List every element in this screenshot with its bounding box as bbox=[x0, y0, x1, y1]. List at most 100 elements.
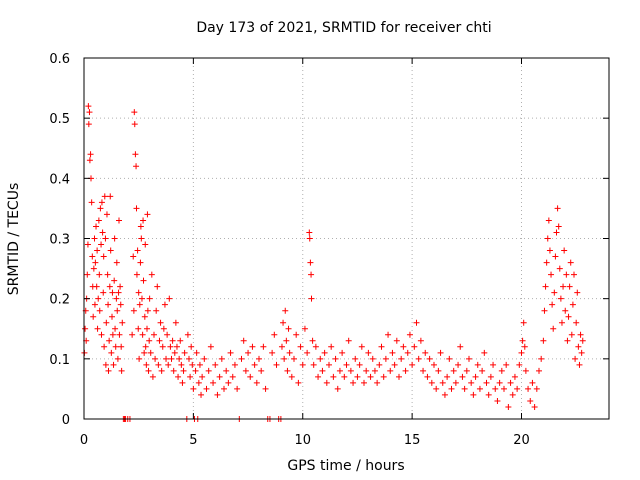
data-point bbox=[130, 253, 137, 260]
data-point bbox=[106, 283, 113, 290]
data-point bbox=[98, 199, 105, 206]
data-point bbox=[516, 361, 523, 368]
data-point bbox=[350, 379, 357, 386]
data-point bbox=[171, 349, 178, 356]
data-point bbox=[140, 217, 147, 224]
data-points bbox=[81, 103, 586, 422]
data-point bbox=[96, 307, 103, 314]
data-point bbox=[543, 259, 550, 266]
data-point bbox=[109, 289, 116, 296]
data-point bbox=[108, 349, 115, 356]
data-point bbox=[227, 349, 234, 356]
data-point bbox=[198, 391, 205, 398]
data-point bbox=[112, 343, 119, 350]
data-point bbox=[137, 259, 144, 266]
data-point bbox=[187, 373, 194, 380]
data-point bbox=[97, 205, 104, 212]
data-point bbox=[269, 349, 276, 356]
data-point bbox=[457, 343, 464, 350]
data-point bbox=[101, 193, 108, 200]
data-point bbox=[385, 331, 392, 338]
data-point bbox=[110, 361, 117, 368]
data-point bbox=[132, 151, 139, 158]
data-point bbox=[553, 229, 560, 236]
data-point bbox=[89, 253, 96, 260]
data-point bbox=[551, 289, 558, 296]
data-point bbox=[109, 331, 116, 338]
data-point bbox=[470, 391, 477, 398]
data-point bbox=[281, 355, 288, 362]
data-point bbox=[240, 337, 247, 344]
data-point bbox=[114, 355, 121, 362]
data-point bbox=[196, 361, 203, 368]
y-tick-label: 0.5 bbox=[49, 112, 70, 127]
data-point bbox=[136, 355, 143, 362]
data-point bbox=[178, 361, 185, 368]
data-point bbox=[466, 355, 472, 362]
data-point bbox=[223, 367, 230, 374]
data-point bbox=[170, 367, 177, 374]
data-point bbox=[393, 337, 400, 344]
data-point bbox=[404, 349, 411, 356]
data-point bbox=[242, 367, 249, 374]
data-point bbox=[424, 373, 431, 380]
data-point bbox=[104, 271, 111, 278]
data-point bbox=[102, 361, 109, 368]
data-point bbox=[86, 109, 93, 116]
data-point bbox=[117, 283, 124, 290]
data-point bbox=[216, 373, 223, 380]
data-point bbox=[566, 283, 573, 290]
data-point bbox=[156, 337, 163, 344]
data-point bbox=[431, 361, 437, 368]
data-point bbox=[249, 343, 256, 350]
data-point bbox=[336, 367, 343, 374]
data-point bbox=[341, 373, 348, 380]
data-point bbox=[413, 319, 420, 326]
data-point bbox=[304, 349, 311, 356]
data-point bbox=[301, 325, 308, 332]
data-point bbox=[315, 373, 322, 380]
data-point bbox=[91, 301, 98, 308]
data-point bbox=[160, 325, 167, 332]
data-point bbox=[411, 343, 418, 350]
data-point bbox=[474, 361, 481, 368]
data-point bbox=[195, 379, 202, 386]
data-point bbox=[554, 205, 561, 212]
data-point bbox=[352, 355, 359, 362]
data-point bbox=[131, 109, 138, 116]
data-point bbox=[133, 205, 140, 212]
data-point bbox=[398, 355, 405, 362]
data-point bbox=[483, 379, 490, 386]
data-point bbox=[140, 277, 147, 284]
data-point bbox=[310, 361, 317, 368]
data-point bbox=[312, 343, 319, 350]
data-point bbox=[85, 121, 92, 128]
data-point bbox=[382, 355, 389, 362]
data-point bbox=[396, 373, 402, 380]
data-point bbox=[149, 373, 156, 380]
data-point bbox=[406, 331, 413, 338]
data-point bbox=[251, 361, 258, 368]
data-point bbox=[116, 331, 123, 338]
data-point bbox=[415, 355, 422, 362]
data-point bbox=[234, 385, 241, 392]
data-point bbox=[163, 355, 170, 362]
data-point bbox=[112, 325, 119, 332]
data-point bbox=[100, 253, 107, 260]
data-point bbox=[141, 349, 148, 356]
data-point bbox=[94, 325, 101, 332]
data-point bbox=[389, 349, 396, 356]
data-point bbox=[117, 301, 124, 308]
data-point bbox=[522, 367, 529, 374]
data-point bbox=[365, 349, 372, 356]
data-point bbox=[210, 379, 217, 386]
data-point bbox=[446, 355, 453, 362]
data-point bbox=[283, 337, 290, 344]
data-point bbox=[387, 367, 394, 374]
data-point bbox=[562, 307, 569, 314]
data-point bbox=[319, 367, 326, 374]
data-point bbox=[106, 337, 113, 344]
data-point bbox=[558, 319, 565, 326]
data-point bbox=[214, 391, 221, 398]
data-point bbox=[95, 217, 102, 224]
